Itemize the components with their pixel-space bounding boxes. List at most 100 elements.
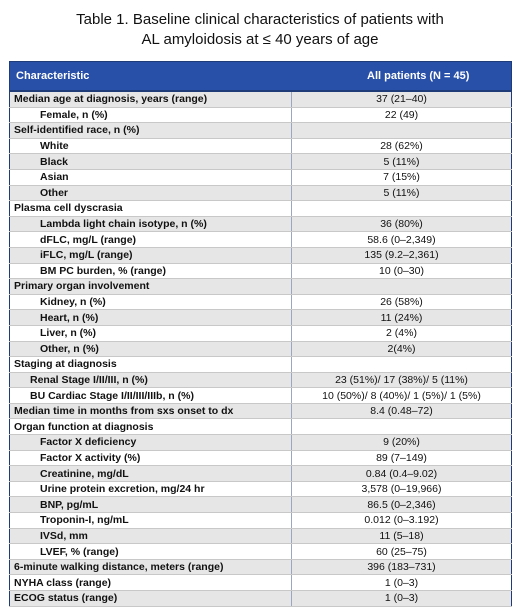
row-value: 1 (0–3) — [291, 574, 512, 591]
table-row: Troponin-I, ng/mL 0.012 (0–3.192) — [9, 512, 512, 529]
row-label: Primary organ involvement — [9, 278, 292, 295]
table-row: Creatinine, mg/dL 0.84 (0.4–9.02) — [9, 465, 512, 482]
row-value: 5 (11%) — [291, 153, 512, 170]
row-value: 8.4 (0.48–72) — [291, 403, 512, 420]
row-value — [291, 356, 512, 373]
row-label: Lambda light chain isotype, n (%) — [9, 216, 292, 233]
row-value: 10 (0–30) — [291, 263, 512, 280]
table-row: IVSd, mm 11 (5–18) — [9, 528, 512, 545]
row-value: 3,578 (0–19,966) — [291, 481, 512, 498]
row-value: 22 (49) — [291, 107, 512, 124]
row-value: 10 (50%)/ 8 (40%)/ 1 (5%)/ 1 (5%) — [291, 387, 512, 404]
row-value: 36 (80%) — [291, 216, 512, 233]
table-row: dFLC, mg/L (range) 58.6 (0–2,349) — [9, 231, 512, 248]
row-label: Female, n (%) — [9, 107, 292, 124]
caption-line-2: AL amyloidosis at ≤ 40 years of age — [141, 31, 379, 48]
row-label: Kidney, n (%) — [9, 294, 292, 311]
table-row: ECOG status (range) 1 (0–3) — [9, 590, 512, 607]
row-value: 89 (7–149) — [291, 450, 512, 467]
row-label: Creatinine, mg/dL — [9, 465, 292, 482]
table-row: Staging at diagnosis — [9, 356, 512, 373]
row-value — [291, 200, 512, 217]
row-value — [291, 278, 512, 295]
table-row: 6-minute walking distance, meters (range… — [9, 559, 512, 576]
table-row: BU Cardiac Stage I/II/III/IIIb, n (%) 10 … — [9, 387, 512, 404]
table-row: LVEF, % (range) 60 (25–75) — [9, 543, 512, 560]
row-label: Other — [9, 185, 292, 202]
row-value: 7 (15%) — [291, 169, 512, 186]
table-row: Primary organ involvement — [9, 278, 512, 295]
table-row: Median time in months from sxs onset to … — [9, 403, 512, 420]
table-row: Other, n (%) 2(4%) — [9, 341, 512, 358]
row-label: Asian — [9, 169, 292, 186]
table-header-row: Characteristic All patients (N = 45) — [9, 61, 512, 92]
row-value: 11 (5–18) — [291, 528, 512, 545]
row-value: 58.6 (0–2,349) — [291, 231, 512, 248]
row-label: NYHA class (range) — [9, 574, 292, 591]
row-value: 37 (21–40) — [291, 91, 512, 108]
row-value: 86.5 (0–2,346) — [291, 496, 512, 514]
row-label: 6-minute walking distance, meters (range… — [9, 559, 292, 576]
table-row: Other 5 (11%) — [9, 185, 512, 202]
row-value: 396 (183–731) — [291, 559, 512, 576]
row-value: 28 (62%) — [291, 138, 512, 155]
row-value: 0.012 (0–3.192) — [291, 512, 512, 529]
table-row: Lambda light chain isotype, n (%) 36 (80%… — [9, 216, 512, 233]
row-label: Plasma cell dyscrasia — [9, 200, 292, 217]
row-label: dFLC, mg/L (range) — [9, 231, 292, 248]
row-value: 26 (58%) — [291, 294, 512, 311]
row-label: IVSd, mm — [9, 528, 292, 545]
row-value: 135 (9.2–2,361) — [291, 247, 512, 264]
row-label: BNP, pg/mL — [9, 496, 292, 514]
row-label: Self-identified race, n (%) — [9, 122, 292, 139]
row-label: White — [9, 138, 292, 155]
baseline-characteristics-table: Characteristic All patients (N = 45) Med… — [9, 61, 512, 607]
table-row: BNP, pg/mL 86.5 (0–2,346) — [9, 496, 512, 514]
table-row: Median age at diagnosis, years (range) 37… — [9, 91, 512, 108]
table-row: Female, n (%) 22 (49) — [9, 107, 512, 124]
row-label: Liver, n (%) — [9, 325, 292, 342]
table-body: Median age at diagnosis, years (range) 37… — [9, 91, 512, 607]
row-label: BU Cardiac Stage I/II/III/IIIb, n (%) — [9, 387, 292, 404]
table-row: Kidney, n (%) 26 (58%) — [9, 294, 512, 311]
row-label: Heart, n (%) — [9, 309, 292, 326]
table-row: Plasma cell dyscrasia — [9, 200, 512, 217]
row-label: LVEF, % (range) — [9, 543, 292, 560]
table-row: Renal Stage I/II/III, n (%) 23 (51%)/ 17 … — [9, 372, 512, 389]
row-label: Staging at diagnosis — [9, 356, 292, 373]
table-caption: Table 1. Baseline clinical characteristi… — [0, 0, 520, 48]
row-value: 11 (24%) — [291, 309, 512, 326]
table-row: BM PC burden, % (range) 10 (0–30) — [9, 263, 512, 280]
row-value — [291, 122, 512, 139]
row-label: Troponin-I, ng/mL — [9, 512, 292, 529]
table-row: White 28 (62%) — [9, 138, 512, 155]
row-label: Black — [9, 153, 292, 170]
row-label: Other, n (%) — [9, 341, 292, 358]
table-row: Urine protein excretion, mg/24 hr 3,578 (… — [9, 481, 512, 498]
row-value: 2 (4%) — [291, 325, 512, 342]
row-value: 9 (20%) — [291, 434, 512, 451]
row-label: Organ function at diagnosis — [9, 418, 292, 436]
row-label: Factor X deficiency — [9, 434, 292, 451]
row-label: Renal Stage I/II/III, n (%) — [9, 372, 292, 389]
table-row: iFLC, mg/L (range) 135 (9.2–2,361) — [9, 247, 512, 264]
row-value: 23 (51%)/ 17 (38%)/ 5 (11%) — [291, 372, 512, 389]
table-row: Heart, n (%) 11 (24%) — [9, 309, 512, 326]
row-value: 1 (0–3) — [291, 590, 512, 607]
header-characteristic: Characteristic — [9, 61, 292, 92]
caption-line-1: Table 1. Baseline clinical characteristi… — [76, 11, 444, 28]
row-label: Median age at diagnosis, years (range) — [9, 91, 292, 108]
row-value — [291, 418, 512, 436]
row-value: 2(4%) — [291, 341, 512, 358]
row-label: Urine protein excretion, mg/24 hr — [9, 481, 292, 498]
row-label: Factor X activity (%) — [9, 450, 292, 467]
row-label: iFLC, mg/L (range) — [9, 247, 292, 264]
table-row: Organ function at diagnosis — [9, 418, 512, 436]
table-row: Asian 7 (15%) — [9, 169, 512, 186]
header-all-patients: All patients (N = 45) — [291, 61, 512, 92]
table-row: Factor X deficiency 9 (20%) — [9, 434, 512, 451]
row-label: BM PC burden, % (range) — [9, 263, 292, 280]
row-value: 5 (11%) — [291, 185, 512, 202]
row-value: 60 (25–75) — [291, 543, 512, 560]
table-row: Self-identified race, n (%) — [9, 122, 512, 139]
